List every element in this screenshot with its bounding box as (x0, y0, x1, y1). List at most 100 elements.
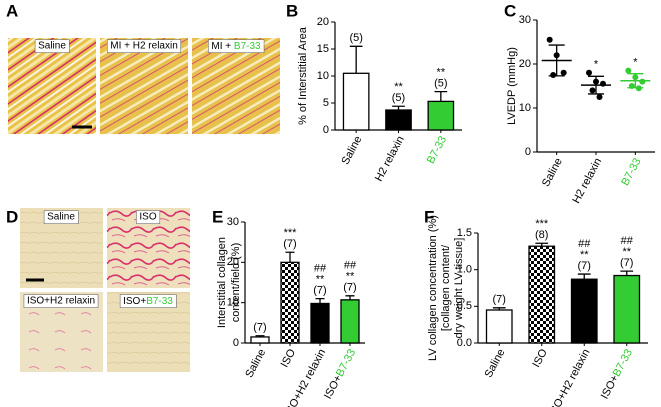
micrograph-label: MI + B7-33 (211, 41, 261, 52)
annotation: (5) (434, 78, 447, 90)
bar (385, 109, 412, 131)
micrograph (100, 38, 188, 134)
bar (570, 278, 598, 344)
micrograph-label: Saline (38, 41, 66, 52)
bar (528, 245, 556, 344)
data-point (589, 87, 596, 94)
label-box (208, 39, 265, 53)
annotation: *** (535, 218, 549, 230)
y-axis-label: LV collagen concentration (%) (427, 215, 439, 361)
y-tick-label: 20 (519, 58, 531, 70)
bar (342, 72, 370, 131)
micrograph-label: ISO+B7-33 (123, 296, 173, 307)
label-box (43, 210, 79, 224)
error-bar (345, 295, 355, 300)
annotation: * (633, 57, 638, 69)
annotation: ** (346, 271, 355, 283)
data-point (639, 78, 646, 85)
x-tick-label: Saline (540, 156, 565, 189)
error-bar (349, 45, 363, 74)
x-tick-label: ISO+B7-33 (599, 347, 635, 401)
annotation: (8) (535, 229, 548, 241)
annotation: * (594, 59, 599, 71)
data-point (550, 72, 557, 78)
annotation: (7) (253, 322, 266, 334)
data-point (625, 67, 632, 74)
y-axis-label: dry weight LV tissue] (453, 238, 465, 339)
annotation: (7) (493, 294, 506, 306)
data-point (586, 69, 592, 76)
data-point (560, 69, 567, 76)
micrograph (8, 38, 96, 134)
bar (340, 299, 360, 344)
panel-letter: B (286, 1, 298, 20)
x-tick-label: B7-33 (425, 134, 449, 166)
bar (310, 302, 330, 344)
error-bar (285, 251, 295, 263)
y-tick-label: 30 (227, 216, 239, 228)
y-tick-label: 0 (525, 146, 531, 158)
micrograph-label: ISO (139, 212, 156, 223)
x-tick-label: ISO (279, 347, 299, 370)
x-tick-label: ISO (530, 347, 550, 370)
panel-letter: C (504, 1, 516, 20)
annotation: ** (437, 67, 446, 79)
x-tick-label: Saline (339, 134, 364, 167)
y-tick-label: 10 (317, 70, 329, 82)
panel-letter: F (424, 207, 434, 226)
annotation: (7) (578, 260, 591, 272)
y-axis-label: [collagen content/ (440, 244, 452, 331)
x-tick-label: B7-33 (619, 156, 643, 188)
error-bar (535, 242, 549, 247)
x-tick-label: Saline (243, 347, 268, 380)
y-tick-label: 10 (227, 297, 239, 309)
y-tick-label: 0.5 (457, 300, 472, 312)
micrograph-label: ISO+H2 relaxin (27, 296, 95, 307)
x-tick-label: ISO+H2 relaxin (547, 347, 593, 407)
y-tick-label: 20 (227, 256, 239, 268)
x-tick-label: Saline (483, 347, 508, 380)
panel-letter: D (6, 207, 18, 226)
annotation: (7) (283, 238, 296, 250)
data-point (596, 94, 603, 100)
data-point (600, 80, 606, 87)
x-tick-label: H2 relaxin (373, 134, 407, 183)
error-bar (255, 335, 265, 337)
error-bar (392, 105, 405, 111)
error-bar (620, 270, 634, 276)
error-bar (315, 297, 325, 304)
annotation: ** (394, 81, 403, 93)
label-box (23, 294, 99, 308)
y-axis-label: % of Interstitial Area (297, 26, 309, 125)
y-tick-label: 1.0 (457, 264, 472, 276)
bar (485, 309, 513, 344)
micrograph (192, 38, 280, 134)
y-tick-label: 0 (233, 337, 239, 349)
bar (613, 274, 641, 344)
annotation: ## (621, 235, 634, 247)
annotation: *** (284, 227, 298, 239)
error-bar (492, 307, 506, 310)
micrograph-label: Saline (47, 212, 75, 223)
bar (250, 336, 270, 344)
label-box (136, 210, 161, 224)
y-tick-label: 15 (317, 43, 329, 55)
y-tick-label: 30 (519, 14, 531, 26)
label-box (34, 39, 70, 53)
y-axis-label: content/field (%) (230, 243, 242, 322)
y-tick-label: 20 (317, 16, 329, 28)
error-bar (627, 73, 644, 89)
annotation: ## (344, 260, 357, 272)
annotation: ** (316, 274, 325, 286)
x-tick-label: ISO+B7-33 (322, 347, 358, 401)
y-tick-label: 10 (519, 102, 531, 114)
data-point (546, 36, 553, 43)
error-bar (434, 91, 448, 102)
annotation: ## (578, 238, 591, 250)
y-tick-label: 5 (323, 97, 329, 109)
y-tick-label: 0 (323, 124, 329, 136)
y-axis-label: Interstitial collagen (216, 237, 228, 328)
y-tick-label: 1.5 (457, 227, 472, 239)
bar (280, 261, 300, 344)
